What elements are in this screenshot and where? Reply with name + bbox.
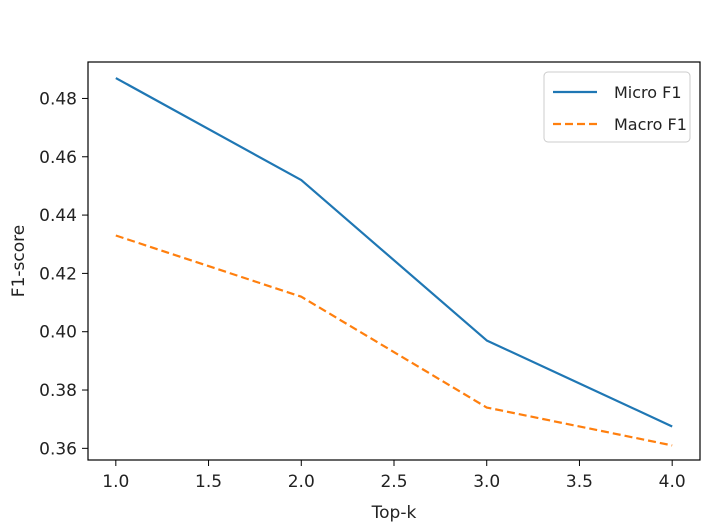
- y-tick-label: 0.48: [39, 89, 77, 109]
- x-tick-label: 4.0: [659, 472, 686, 492]
- x-tick-label: 1.0: [102, 472, 129, 492]
- series-lines: [115, 77, 673, 447]
- x-tick-label: 3.0: [473, 472, 500, 492]
- x-tick-label: 2.5: [380, 472, 407, 492]
- y-tick-label: 0.38: [39, 381, 77, 401]
- x-tick-label: 2.0: [288, 472, 315, 492]
- y-tick-label: 0.44: [39, 206, 77, 226]
- y-axis-ticks: 0.36 0.38 0.40 0.42 0.44 0.46 0.48: [39, 89, 88, 459]
- y-axis-label: F1-score: [9, 225, 29, 297]
- y-tick-label: 0.40: [39, 323, 77, 343]
- y-tick-label: 0.36: [39, 439, 77, 459]
- legend: Micro F1 Macro F1: [543, 71, 691, 143]
- y-tick-label: 0.42: [39, 264, 77, 284]
- x-tick-label: 3.5: [566, 472, 593, 492]
- x-axis-ticks: 1.0 1.5 2.0 2.5 3.0 3.5 4.0: [102, 460, 686, 492]
- series-line-micro-f1: [115, 77, 673, 428]
- series-line-macro-f1: [115, 234, 673, 447]
- x-axis-label: Top-k: [371, 503, 417, 523]
- y-tick-label: 0.46: [39, 148, 77, 168]
- legend-label-micro-f1: Micro F1: [614, 83, 682, 102]
- x-tick-label: 1.5: [195, 472, 222, 492]
- plot-frame: [87, 61, 701, 461]
- legend-label-macro-f1: Macro F1: [614, 115, 687, 134]
